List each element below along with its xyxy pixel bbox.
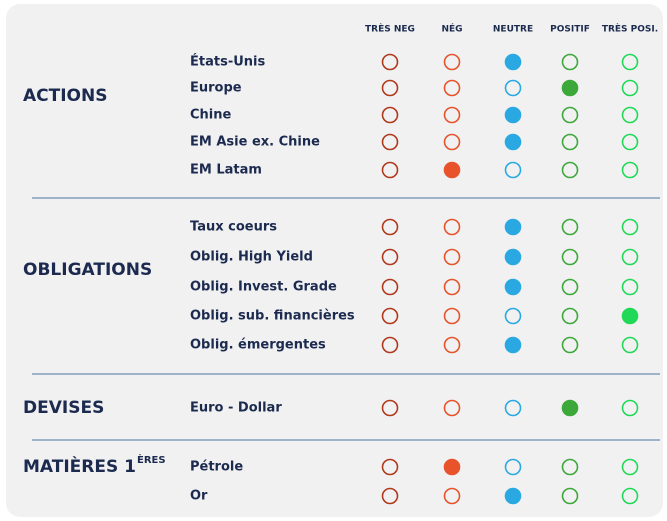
view-dot (621, 161, 639, 179)
view-dot (443, 218, 461, 236)
view-dot (381, 278, 399, 296)
view-dot (561, 53, 579, 71)
view-dot (381, 336, 399, 354)
view-dot (443, 53, 461, 71)
view-dot-selected (443, 161, 461, 179)
view-dot (443, 278, 461, 296)
card (6, 4, 663, 517)
view-dot (561, 458, 579, 476)
row-label: Europe (190, 81, 242, 96)
section-name: MATIÈRES 1 (23, 455, 136, 477)
view-dot (443, 133, 461, 151)
view-dot (504, 399, 522, 417)
view-dot (621, 399, 639, 417)
row-label: Chine (190, 108, 232, 123)
view-dot (621, 336, 639, 354)
row-label: Taux coeurs (190, 220, 277, 235)
view-dot (621, 106, 639, 124)
view-dot (443, 307, 461, 325)
view-dot (621, 79, 639, 97)
view-dot (561, 248, 579, 266)
view-dot (381, 399, 399, 417)
view-dot (561, 336, 579, 354)
column-header: POSITIF (550, 25, 590, 35)
view-dot (621, 133, 639, 151)
view-dot (443, 106, 461, 124)
view-dot (381, 307, 399, 325)
view-dot-selected (504, 336, 522, 354)
view-dot-selected (561, 79, 579, 97)
column-header: TRÈS POSI. (602, 23, 658, 35)
view-dot (621, 458, 639, 476)
row-label: Oblig. Invest. Grade (190, 280, 337, 295)
view-dot (504, 307, 522, 325)
view-dot (504, 79, 522, 97)
view-dot (381, 248, 399, 266)
view-dot (561, 307, 579, 325)
section-name: OBLIGATIONS (23, 260, 152, 280)
view-dot (381, 487, 399, 505)
row-label: EM Asie ex. Chine (190, 135, 320, 150)
view-dot (381, 133, 399, 151)
view-dot-selected (443, 458, 461, 476)
view-dot (561, 278, 579, 296)
view-dot (504, 458, 522, 476)
view-dot-selected (504, 248, 522, 266)
view-dot-selected (504, 278, 522, 296)
view-dot (443, 79, 461, 97)
view-dot (561, 106, 579, 124)
view-dot-selected (621, 307, 639, 325)
view-dot-selected (504, 133, 522, 151)
view-dot (561, 218, 579, 236)
view-dot (561, 133, 579, 151)
row-label: EM Latam (190, 163, 262, 178)
view-dot (621, 278, 639, 296)
view-dot (621, 487, 639, 505)
column-header: TRÈS NEG (365, 23, 415, 35)
row-label: Oblig. High Yield (190, 250, 313, 265)
column-header: NEUTRE (493, 25, 533, 35)
column-header: NÉG (441, 23, 462, 35)
view-dot (381, 458, 399, 476)
row-label: Oblig. sub. financières (190, 309, 355, 324)
view-dot (504, 161, 522, 179)
view-dot (381, 106, 399, 124)
view-dot (443, 336, 461, 354)
view-dot (443, 248, 461, 266)
row-label: Or (190, 489, 208, 504)
view-dot (381, 53, 399, 71)
view-dot (621, 248, 639, 266)
view-dot (561, 161, 579, 179)
row-label: Pétrole (190, 460, 243, 475)
view-dot (561, 487, 579, 505)
section-name-sup: ÈRES (137, 453, 166, 466)
view-dot-selected (504, 487, 522, 505)
view-dot (381, 79, 399, 97)
view-dot (621, 218, 639, 236)
view-dot-selected (561, 399, 579, 417)
view-dot (443, 487, 461, 505)
view-dot (381, 161, 399, 179)
view-dot-selected (504, 53, 522, 71)
view-dot-selected (504, 106, 522, 124)
section-name: DEVISES (23, 398, 104, 418)
view-dot (621, 53, 639, 71)
row-label: États-Unis (190, 54, 265, 70)
view-dot (381, 218, 399, 236)
view-dot-selected (504, 218, 522, 236)
section-name: ACTIONS (23, 86, 107, 106)
view-dot (443, 399, 461, 417)
row-label: Euro - Dollar (190, 401, 282, 416)
row-label: Oblig. émergentes (190, 338, 326, 353)
